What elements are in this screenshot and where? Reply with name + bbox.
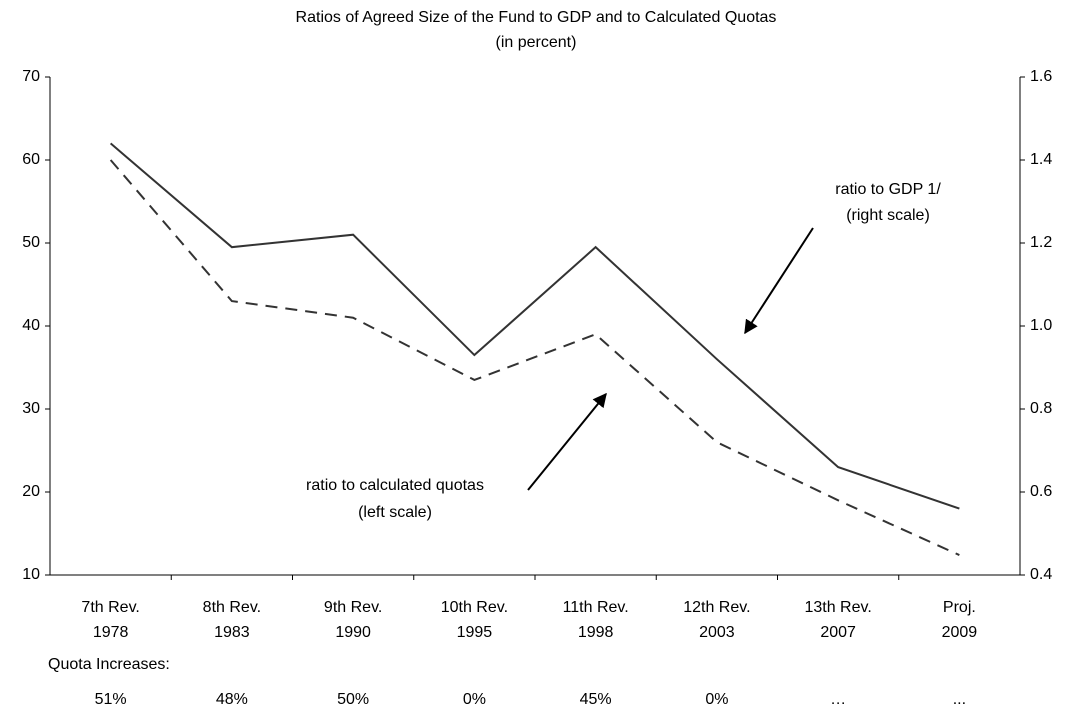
- y2-tick-label: 1.6: [1030, 68, 1052, 85]
- x-tick-label: 1978: [93, 624, 129, 641]
- chart-title: Ratios of Agreed Size of the Fund to GDP…: [296, 9, 777, 26]
- x-tick-label: 1990: [335, 624, 371, 641]
- x-tick-label: 2007: [820, 624, 856, 641]
- quota-title: Quota Increases:: [48, 656, 170, 673]
- y-tick-label: 50: [22, 234, 40, 251]
- y-tick-label: 40: [22, 317, 40, 334]
- quota-label: 48%: [216, 691, 248, 708]
- x-tick-label: 8th Rev.: [203, 599, 261, 616]
- x-tick-label: Proj.: [943, 599, 976, 616]
- y-tick-label: 10: [22, 566, 40, 583]
- x-tick-label: 2003: [699, 624, 735, 641]
- quota-label: 0%: [705, 691, 728, 708]
- x-tick-label: 2009: [942, 624, 978, 641]
- annotation: (left scale): [358, 504, 432, 521]
- x-tick-label: 1998: [578, 624, 614, 641]
- quota-label: ...: [953, 691, 966, 708]
- x-tick-label: 10th Rev.: [441, 599, 508, 616]
- x-tick-label: 11th Rev.: [563, 599, 629, 616]
- annotation: ratio to GDP 1/: [835, 181, 941, 198]
- chart-subtitle: (in percent): [496, 34, 577, 51]
- y-tick-label: 70: [22, 68, 40, 85]
- y2-tick-label: 0.8: [1030, 400, 1052, 417]
- x-tick-label: 1983: [214, 624, 250, 641]
- y2-tick-label: 0.4: [1030, 566, 1052, 583]
- x-tick-label: 9th Rev.: [324, 599, 382, 616]
- y2-tick-label: 1.2: [1030, 234, 1052, 251]
- quota-label: …: [830, 691, 846, 708]
- x-tick-label: 12th Rev.: [683, 599, 750, 616]
- quota-label: 50%: [337, 691, 369, 708]
- y-tick-label: 20: [22, 483, 40, 500]
- quota-label: 45%: [580, 691, 612, 708]
- y2-tick-label: 1.4: [1030, 151, 1052, 168]
- quota-label: 51%: [95, 691, 127, 708]
- annotation: ratio to calculated quotas: [306, 477, 484, 494]
- quota-label: 0%: [463, 691, 486, 708]
- y-tick-label: 30: [22, 400, 40, 417]
- annotation-arrow: [744, 227, 814, 335]
- annotation: (right scale): [846, 207, 930, 224]
- x-tick-label: 13th Rev.: [804, 599, 871, 616]
- line-series: [109, 142, 960, 510]
- annotation-arrow: [527, 392, 607, 491]
- line-series: [109, 159, 960, 556]
- y-tick-label: 60: [22, 151, 40, 168]
- y2-tick-label: 1.0: [1030, 317, 1052, 334]
- x-tick-label: 7th Rev.: [81, 599, 139, 616]
- x-tick-label: 1995: [457, 624, 493, 641]
- y2-tick-label: 0.6: [1030, 483, 1052, 500]
